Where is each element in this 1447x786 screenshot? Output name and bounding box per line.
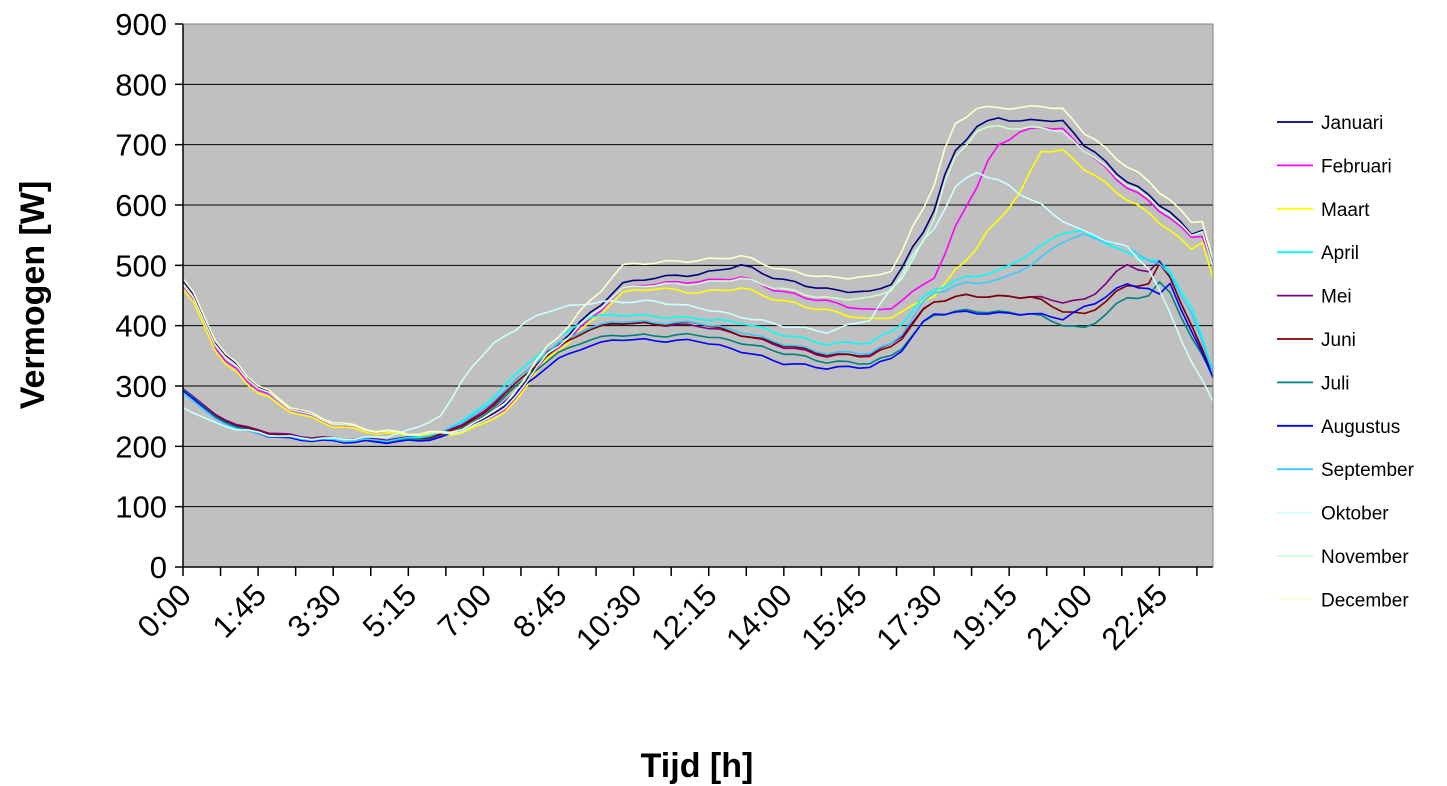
x-tick-label: 1:45 — [206, 577, 273, 644]
x-tick-label: 17:30 — [869, 577, 949, 657]
y-tick-label: 400 — [115, 309, 167, 344]
legend: Januari Februari Maart April Mei Juni Juli Augu… — [1277, 113, 1415, 611]
y-tick-label: 900 — [115, 7, 167, 42]
x-tick-labels: 0:00 1:45 3:30 5:15 7:00 8:4510:3012:1514:001… — [131, 577, 1175, 657]
legend-label: September — [1321, 460, 1415, 481]
x-axis-title: Tijd [h] — [641, 747, 754, 785]
y-tick-label: 800 — [115, 67, 167, 102]
x-tick-label: 5:15 — [356, 577, 423, 644]
x-tick-label: 14:00 — [719, 577, 799, 657]
legend-label: Oktober — [1321, 504, 1389, 525]
y-tick-label: 0 — [150, 550, 167, 585]
series-layer — [182, 105, 1214, 445]
y-tick-label: 200 — [115, 429, 167, 464]
y-tick-labels: 0 100 200 300 400 500 600 700 800 900 — [115, 7, 167, 585]
legend-label: Juli — [1321, 373, 1350, 394]
x-tick-label: 12:15 — [644, 577, 724, 657]
series-line-augustus — [182, 282, 1214, 445]
legend-label: November — [1321, 547, 1409, 568]
x-tick-label: 22:45 — [1095, 577, 1175, 657]
y-tick-label: 500 — [115, 248, 167, 283]
legend-label: Mei — [1321, 287, 1352, 308]
x-tick-label: 15:45 — [794, 577, 874, 657]
series-line-september — [182, 233, 1214, 443]
series-line-oktober — [182, 171, 1214, 441]
series-line-november — [182, 124, 1214, 436]
series-line-maart — [182, 148, 1214, 438]
x-tick-label: 19:15 — [944, 577, 1024, 657]
legend-label: December — [1321, 590, 1409, 611]
legend-label: Januari — [1321, 113, 1383, 134]
x-tick-label: 7:00 — [431, 577, 498, 644]
series-line-december — [182, 105, 1214, 436]
plot-background — [183, 24, 1213, 567]
y-tick-label: 300 — [115, 369, 167, 404]
axes — [175, 23, 1214, 576]
legend-label: Augustus — [1321, 417, 1400, 438]
legend-label: Februari — [1321, 156, 1392, 177]
legend-label: April — [1321, 243, 1359, 264]
legend-label: Maart — [1321, 200, 1370, 221]
y-tick-label: 100 — [115, 490, 167, 525]
x-tick-label: 0:00 — [131, 577, 198, 644]
x-tick-label: 21:00 — [1020, 577, 1100, 657]
y-tick-label: 600 — [115, 188, 167, 223]
x-tick-label: 10:30 — [569, 577, 649, 657]
y-tick-label: 700 — [115, 128, 167, 163]
y-axis-title: Vermogen [W] — [14, 181, 52, 410]
x-tick-label: 3:30 — [281, 577, 348, 644]
x-tick-label: 8:45 — [506, 577, 573, 644]
legend-label: Juni — [1321, 330, 1356, 351]
